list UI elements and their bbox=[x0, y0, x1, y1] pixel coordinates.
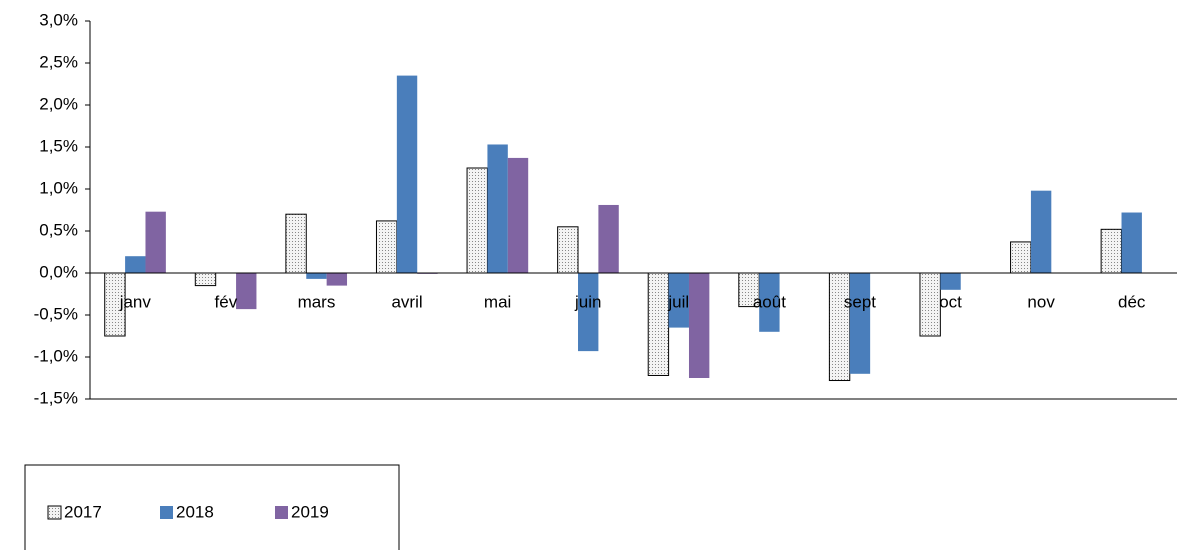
bar bbox=[919, 272, 941, 337]
bar bbox=[1121, 212, 1142, 273]
bar bbox=[688, 273, 710, 378]
bar bbox=[194, 272, 217, 287]
bar bbox=[125, 256, 146, 273]
bar bbox=[557, 226, 579, 274]
bar bbox=[487, 144, 508, 273]
y-tick-label: 3,0% bbox=[39, 10, 78, 29]
y-tick-label: 1,0% bbox=[39, 178, 78, 197]
x-tick-label: juin bbox=[574, 292, 601, 311]
y-tick-label: -1,5% bbox=[34, 388, 78, 407]
legend-label: 2018 bbox=[176, 502, 214, 521]
x-tick-label: nov bbox=[1027, 292, 1055, 311]
bar bbox=[145, 211, 166, 273]
bar bbox=[375, 220, 398, 274]
y-tick-label: 1,5% bbox=[39, 136, 78, 155]
legend-label: 2019 bbox=[291, 502, 329, 521]
legend-box bbox=[24, 464, 400, 555]
y-tick-label: -0,5% bbox=[34, 304, 78, 323]
bar bbox=[466, 167, 488, 274]
x-tick-label: janv bbox=[119, 292, 152, 311]
bar bbox=[1100, 228, 1123, 274]
legend-swatch bbox=[47, 505, 62, 520]
x-tick-label: août bbox=[753, 292, 786, 311]
x-tick-label: juil bbox=[667, 292, 689, 311]
bar bbox=[326, 273, 348, 286]
x-tick-label: mars bbox=[298, 292, 336, 311]
bar bbox=[507, 157, 529, 273]
y-tick-label: 0,0% bbox=[39, 262, 78, 281]
bar bbox=[647, 272, 670, 376]
x-tick-label: fév bbox=[215, 292, 238, 311]
legend-swatch bbox=[275, 506, 288, 519]
bar bbox=[396, 75, 418, 273]
bar bbox=[598, 204, 619, 273]
bar bbox=[849, 273, 871, 374]
x-tick-label: sept bbox=[844, 292, 876, 311]
legend-swatch bbox=[160, 506, 173, 519]
y-tick-label: 0,5% bbox=[39, 220, 78, 239]
bar bbox=[940, 273, 961, 290]
bar bbox=[759, 273, 780, 332]
bar bbox=[285, 213, 307, 274]
bar bbox=[1010, 241, 1032, 274]
x-tick-label: déc bbox=[1118, 292, 1146, 311]
bar bbox=[578, 273, 599, 352]
legend-label: 2017 bbox=[64, 502, 102, 521]
y-tick-label: 2,0% bbox=[39, 94, 78, 113]
bar bbox=[1030, 190, 1052, 273]
bar bbox=[668, 273, 689, 328]
bar bbox=[306, 273, 327, 279]
bar bbox=[828, 272, 851, 382]
y-tick-label: 2,5% bbox=[39, 52, 78, 71]
y-tick-label: -1,0% bbox=[34, 346, 78, 365]
bar bbox=[236, 273, 257, 310]
x-tick-label: oct bbox=[939, 292, 962, 311]
x-tick-label: mai bbox=[484, 292, 511, 311]
x-tick-label: avril bbox=[391, 292, 422, 311]
